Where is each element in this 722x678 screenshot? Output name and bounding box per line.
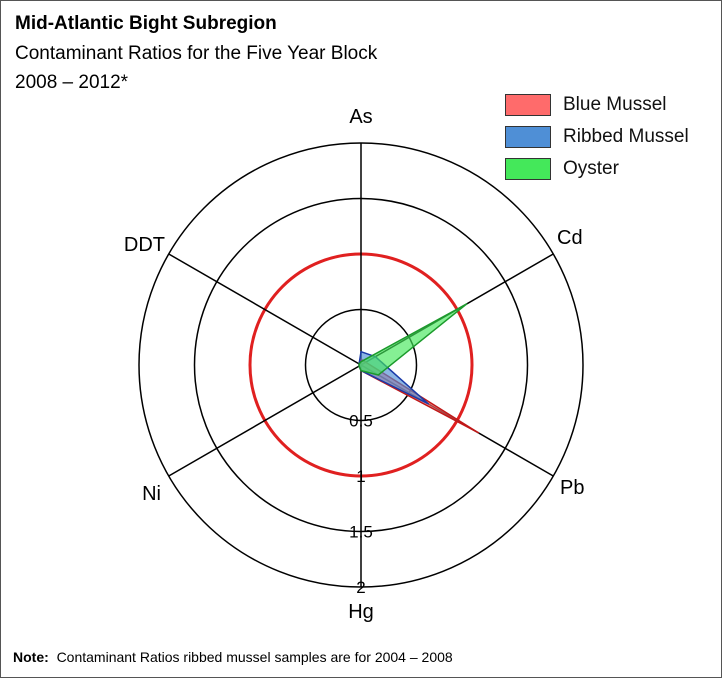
spoke-ddt xyxy=(168,253,362,366)
tick-label-1: 1 xyxy=(356,467,365,486)
series-polygon-oyster xyxy=(358,303,468,376)
axis-label-pb: Pb xyxy=(560,477,584,499)
legend-item-ribbed-mussel: Ribbed Mussel xyxy=(505,121,689,153)
legend-swatch-ribbed-mussel xyxy=(505,126,551,148)
legend: Blue Mussel Ribbed Mussel Oyster xyxy=(505,89,689,185)
tick-label-2: 2 xyxy=(356,578,365,597)
footnote: Note: Contaminant Ratios ribbed mussel s… xyxy=(13,649,453,665)
legend-label-oyster: Oyster xyxy=(563,158,619,179)
legend-label-ribbed-mussel: Ribbed Mussel xyxy=(563,126,689,147)
legend-item-oyster: Oyster xyxy=(505,153,689,185)
legend-label-blue-mussel: Blue Mussel xyxy=(563,94,667,115)
axis-label-cd: Cd xyxy=(557,227,583,249)
axis-label-ni: Ni xyxy=(142,483,161,505)
axis-label-as: As xyxy=(349,106,372,128)
footnote-text: Contaminant Ratios ribbed mussel samples… xyxy=(56,649,453,665)
legend-item-blue-mussel: Blue Mussel xyxy=(505,89,689,121)
footnote-label: Note: xyxy=(13,649,49,665)
axis-label-hg: Hg xyxy=(348,601,374,623)
tick-label-1-5: 1.5 xyxy=(349,523,373,542)
legend-swatch-oyster xyxy=(505,158,551,180)
chart-subtitle: Contaminant Ratios for the Five Year Blo… xyxy=(15,43,378,64)
spoke-ni xyxy=(168,364,362,477)
tick-label-0-5: 0.5 xyxy=(349,412,373,431)
chart-years: 2008 – 2012* xyxy=(15,72,129,93)
axis-label-ddt: DDT xyxy=(124,234,165,256)
legend-swatch-blue-mussel xyxy=(505,94,551,116)
chart-title: Mid-Atlantic Bight Subregion xyxy=(15,13,277,34)
